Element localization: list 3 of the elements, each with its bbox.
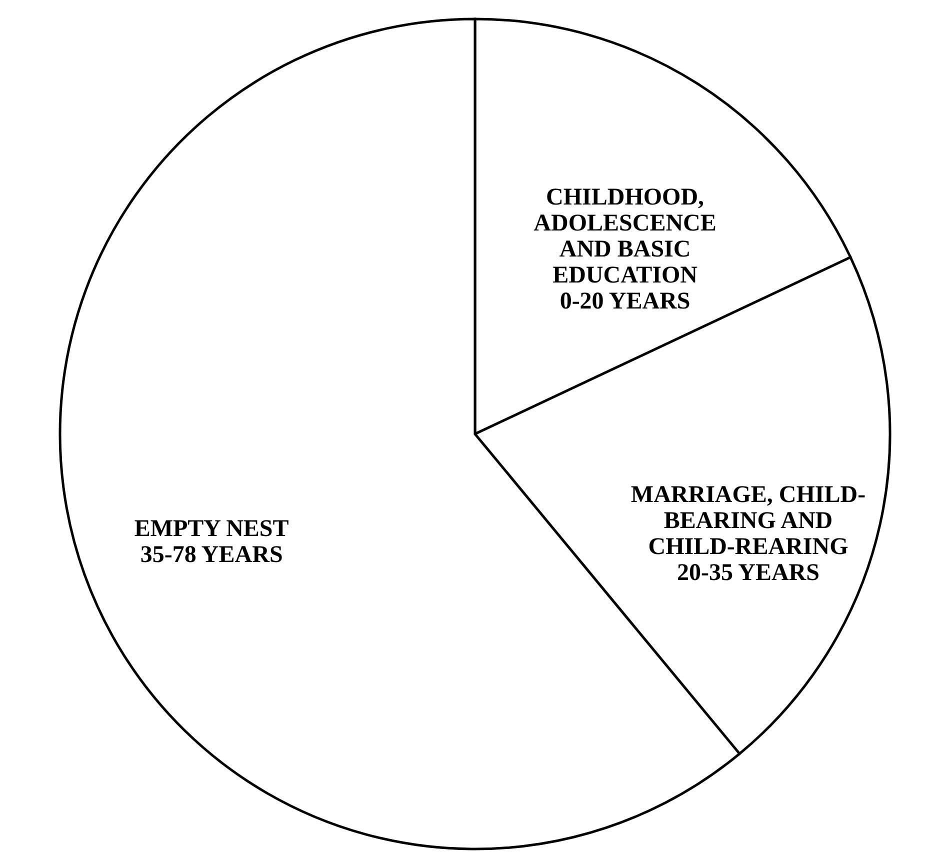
slice-label: CHILDHOOD, ADOLESCENCE AND BASIC EDUCATION 0-20 YEARS (534, 184, 716, 315)
slice-label: EMPTY NEST 35-78 YEARS (134, 516, 289, 568)
slice-label: MARRIAGE, CHILD- BEARING AND CHILD-REARING 20-35 YEARS (630, 482, 866, 586)
